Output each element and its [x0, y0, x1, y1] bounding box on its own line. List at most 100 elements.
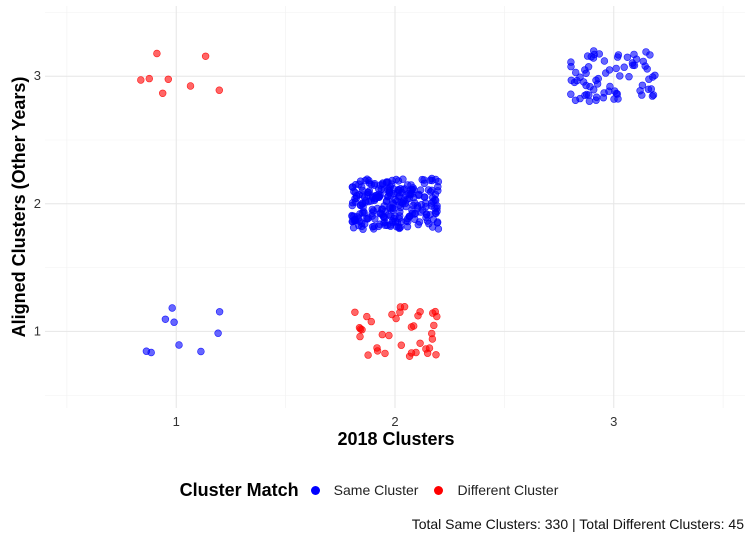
- y-tick-label: 3: [34, 68, 41, 83]
- data-point-different-cluster: [364, 351, 372, 359]
- legend: Cluster Match Same Cluster Different Clu…: [0, 478, 754, 502]
- data-point-same-cluster: [616, 72, 624, 80]
- data-point-same-cluster: [401, 199, 410, 207]
- data-point-same-cluster: [215, 308, 224, 316]
- data-point-same-cluster: [411, 199, 419, 207]
- data-point-same-cluster: [214, 329, 222, 337]
- data-point-same-cluster: [362, 214, 371, 223]
- data-point-same-cluster: [385, 211, 393, 219]
- data-point-same-cluster: [380, 219, 388, 227]
- data-points: [137, 47, 659, 360]
- data-point-different-cluster: [410, 322, 418, 330]
- data-point-different-cluster: [164, 75, 173, 84]
- data-point-same-cluster: [416, 186, 425, 194]
- data-point-same-cluster: [571, 96, 580, 105]
- data-point-same-cluster: [168, 304, 176, 312]
- data-point-different-cluster: [201, 52, 210, 60]
- data-point-same-cluster: [389, 218, 397, 227]
- data-point-same-cluster: [360, 208, 368, 216]
- data-point-same-cluster: [356, 217, 364, 226]
- data-point-same-cluster: [567, 90, 575, 98]
- data-point-same-cluster: [395, 193, 403, 201]
- data-point-same-cluster: [385, 204, 393, 212]
- data-point-different-cluster: [367, 317, 375, 326]
- data-point-same-cluster: [170, 318, 178, 326]
- y-tick-label: 1: [34, 323, 41, 338]
- data-point-same-cluster: [648, 92, 657, 100]
- data-point-same-cluster: [428, 223, 437, 231]
- data-point-different-cluster: [422, 345, 430, 353]
- data-point-different-cluster: [433, 312, 441, 321]
- x-tick-label: 1: [173, 414, 180, 429]
- legend-item-different-cluster: Different Cluster: [434, 482, 558, 498]
- data-point-different-cluster: [407, 349, 416, 357]
- data-point-same-cluster: [197, 347, 205, 356]
- legend-key-same-cluster: [310, 485, 320, 495]
- data-point-same-cluster: [567, 76, 575, 85]
- data-point-same-cluster: [395, 214, 403, 223]
- data-point-same-cluster: [395, 224, 404, 233]
- data-point-different-cluster: [428, 329, 436, 338]
- caption: Total Same Clusters: 330 | Total Differe…: [411, 516, 744, 532]
- data-point-different-cluster: [396, 308, 404, 316]
- data-point-same-cluster: [605, 87, 613, 95]
- data-point-same-cluster: [396, 185, 405, 193]
- data-point-same-cluster: [589, 47, 598, 55]
- data-point-same-cluster: [364, 188, 372, 197]
- data-point-same-cluster: [388, 176, 396, 185]
- data-point-same-cluster: [434, 183, 442, 191]
- x-axis-title: 2018 Clusters: [337, 429, 454, 449]
- data-point-different-cluster: [432, 351, 440, 359]
- data-point-different-cluster: [351, 308, 359, 316]
- data-point-same-cluster: [378, 205, 386, 213]
- legend-key-different-cluster: [434, 485, 444, 495]
- x-tick-label: 3: [610, 414, 617, 429]
- scatter-chart: 1 2 3 1 2 3 2018 Clusters Aligned Clusters (O…: [9, 6, 745, 449]
- data-point-same-cluster: [584, 63, 593, 71]
- data-point-same-cluster: [406, 186, 415, 194]
- data-point-same-cluster: [576, 73, 584, 81]
- y-axis-title: Aligned Clusters (Other Years): [9, 77, 29, 338]
- data-point-same-cluster: [613, 53, 622, 61]
- y-tick-label: 2: [34, 196, 41, 211]
- data-point-different-cluster: [186, 82, 195, 90]
- data-point-same-cluster: [643, 65, 651, 73]
- data-point-same-cluster: [638, 81, 647, 90]
- data-point-same-cluster: [410, 210, 418, 218]
- data-point-same-cluster: [428, 186, 436, 195]
- data-point-same-cluster: [592, 96, 600, 104]
- data-point-same-cluster: [161, 315, 170, 323]
- data-point-same-cluster: [571, 68, 580, 77]
- data-point-same-cluster: [387, 191, 395, 199]
- x-tick-label: 2: [391, 414, 398, 429]
- data-point-same-cluster: [585, 91, 593, 99]
- data-point-different-cluster: [356, 325, 365, 333]
- data-point-same-cluster: [402, 217, 410, 225]
- data-point-different-cluster: [215, 86, 224, 94]
- legend-label-different-cluster: Different Cluster: [457, 482, 559, 498]
- data-point-same-cluster: [620, 63, 628, 71]
- data-point-same-cluster: [638, 91, 646, 99]
- data-point-different-cluster: [385, 331, 393, 340]
- data-point-same-cluster: [601, 69, 610, 77]
- data-point-same-cluster: [613, 90, 621, 98]
- data-point-same-cluster: [585, 97, 594, 105]
- data-point-different-cluster: [137, 76, 145, 84]
- data-point-different-cluster: [373, 344, 381, 352]
- data-point-same-cluster: [359, 225, 367, 233]
- data-point-same-cluster: [348, 183, 357, 191]
- data-point-same-cluster: [385, 184, 393, 193]
- data-point-same-cluster: [567, 58, 575, 66]
- data-point-same-cluster: [362, 198, 370, 206]
- data-point-same-cluster: [432, 196, 440, 205]
- data-point-same-cluster: [355, 191, 363, 199]
- data-point-different-cluster: [378, 330, 386, 339]
- data-point-same-cluster: [612, 64, 620, 73]
- data-point-same-cluster: [586, 82, 594, 91]
- data-point-different-cluster: [397, 341, 405, 349]
- data-point-same-cluster: [623, 53, 632, 61]
- data-point-different-cluster: [414, 312, 422, 320]
- data-point-different-cluster: [363, 312, 371, 321]
- data-point-same-cluster: [348, 217, 356, 226]
- data-point-same-cluster: [175, 341, 183, 349]
